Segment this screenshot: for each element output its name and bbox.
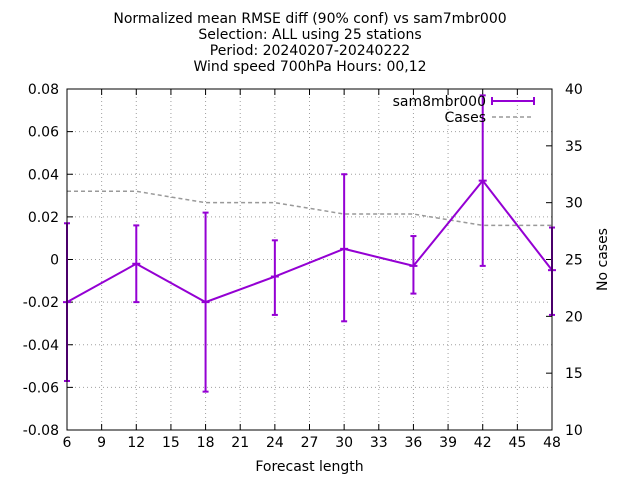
x-tick-label: 39: [439, 435, 457, 451]
plot-frame: [66, 88, 553, 431]
y-tick-label: -0.06: [23, 380, 59, 396]
title-line-3: Period: 20240207-20240222: [209, 43, 411, 59]
y-tick-label: 0.06: [28, 125, 59, 141]
cases-line: [67, 190, 552, 227]
y2-axis-label: No cases: [595, 228, 611, 291]
x-tick-label: 27: [301, 435, 319, 451]
y-tick-label: -0.02: [23, 295, 59, 311]
x-tick-label: 48: [543, 435, 561, 451]
legend-label-cases: Cases: [444, 110, 486, 126]
y2-tick-label: 30: [565, 196, 583, 212]
x-tick-label: 21: [231, 435, 249, 451]
legend: sam8mbr000 Cases: [393, 94, 535, 126]
x-tick-label: 42: [474, 435, 492, 451]
y-tick-label: 0.08: [28, 82, 59, 98]
x-tick-label: 24: [266, 435, 284, 451]
series-layer: [63, 94, 556, 393]
title-line-2: Selection: ALL using 25 stations: [198, 27, 422, 43]
title-line-1: Normalized mean RMSE diff (90% conf) vs …: [113, 11, 507, 27]
y2-tick-label: 40: [565, 82, 583, 98]
x-tick-label: 33: [370, 435, 388, 451]
x-axis-ticks: 6 9 12 15 18 21 24 27 30 33 36 39 42 45 48: [63, 89, 561, 451]
x-axis-label: Forecast length: [255, 459, 363, 475]
y2-tick-label: 15: [565, 366, 583, 382]
legend-label-sam8mbr000: sam8mbr000: [393, 94, 486, 110]
grid-lines: [67, 89, 552, 430]
x-tick-label: 15: [162, 435, 180, 451]
x-tick-label: 12: [127, 435, 145, 451]
y-tick-label: 0.04: [28, 167, 59, 183]
y2-tick-label: 25: [565, 253, 583, 269]
y2-tick-label: 10: [565, 423, 583, 439]
y-tick-label: 0: [50, 253, 59, 269]
y-tick-label: -0.04: [23, 338, 59, 354]
y2-axis-ticks: 40 35 30 25 20 15 10: [546, 82, 583, 439]
x-tick-label: 45: [508, 435, 526, 451]
x-tick-label: 6: [63, 435, 72, 451]
y2-tick-label: 20: [565, 309, 583, 325]
x-tick-label: 18: [197, 435, 215, 451]
y-axis-ticks: 0.08 0.06 0.04 0.02 0 -0.02 -0.04 -0.06 -0.08: [23, 82, 73, 439]
x-tick-label: 9: [97, 435, 106, 451]
sam8mbr000-line: [66, 179, 553, 304]
x-tick-label: 36: [405, 435, 423, 451]
title-line-4: Wind speed 700hPa Hours: 00,12: [193, 59, 427, 75]
y2-tick-label: 35: [565, 139, 583, 155]
x-tick-label: 30: [335, 435, 353, 451]
y-tick-label: 0.02: [28, 210, 59, 226]
y-tick-label: -0.08: [23, 423, 59, 439]
